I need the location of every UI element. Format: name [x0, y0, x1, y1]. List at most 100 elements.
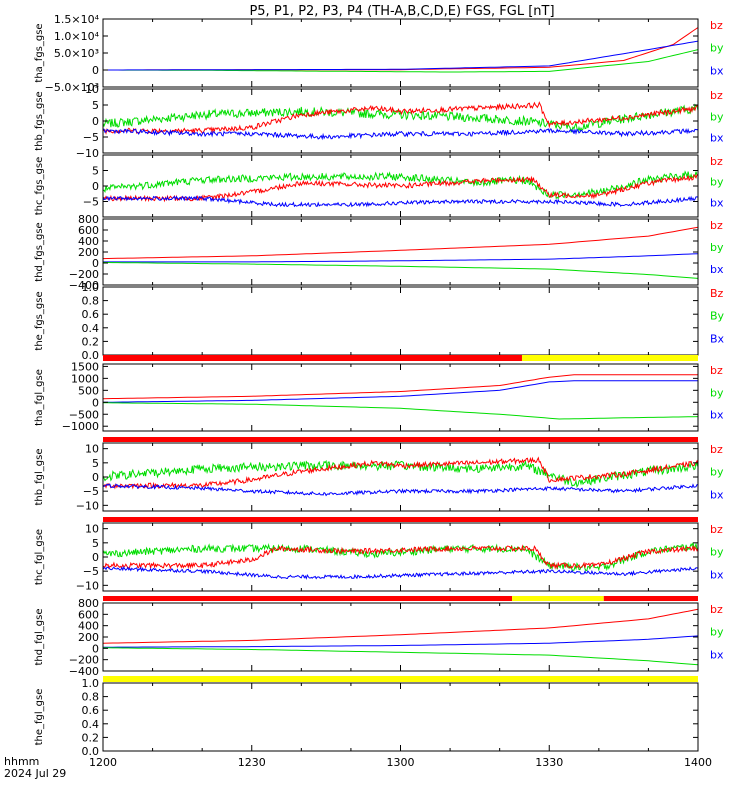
series-group	[103, 456, 698, 497]
y-tick-label: −500	[69, 408, 99, 421]
y-tick-label: 800	[78, 597, 99, 610]
legend-by: by	[710, 241, 724, 254]
legend-bx: bx	[710, 568, 724, 581]
legend-by: by	[710, 110, 724, 123]
series-line-bz	[103, 374, 698, 400]
y-tick-label: −5.0×10³	[45, 81, 99, 94]
legend-bx: bx	[710, 648, 724, 661]
legend-by: by	[710, 176, 724, 189]
y-tick-label: 1000	[71, 372, 99, 385]
y-tick-label: 10	[85, 83, 99, 96]
legend-bz: bz	[710, 19, 723, 32]
mode-bar	[103, 355, 698, 361]
panel-frame	[102, 602, 699, 672]
y-tick-label: 5.0×10³	[54, 47, 99, 60]
y-tick-label: 0.8	[82, 295, 100, 308]
legend-By: By	[710, 310, 725, 323]
y-tick-label: 0.8	[82, 691, 100, 704]
y-axis-label: thb_fgl_gse	[34, 449, 45, 506]
y-tick-label: 0	[92, 471, 99, 484]
panel-frame	[102, 522, 699, 592]
legend-bx: bx	[710, 263, 724, 276]
y-axis-label: thd_fgl_gse	[34, 609, 45, 666]
y-tick-label: −10	[76, 147, 99, 160]
x-tick-label: 1230	[238, 756, 266, 769]
y-tick-label: 600	[78, 608, 99, 621]
series-line-bz	[103, 27, 698, 71]
y-axis-label: thd_fgs_gse	[34, 222, 45, 281]
y-tick-label: 0.0	[82, 745, 100, 758]
y-tick-label: 0	[92, 642, 99, 655]
panel-thc_fgs_gse: 5 0 −5 thc_fgs_gse bz by bx	[34, 154, 724, 218]
panel-the_fgs_gse: 1.00.80.60.40.20.0 the_fgs_gse Bz By Bx	[34, 281, 725, 362]
legend-by: by	[710, 386, 724, 399]
x-axis: 1200 1230 1300 1330 1400	[89, 756, 712, 769]
y-tick-label: −5	[83, 131, 99, 144]
panel-frame	[102, 682, 699, 752]
y-axis-label: thb_fgs_gse	[34, 91, 45, 150]
legend-bz: bz	[710, 364, 723, 377]
x-tick-label: 1200	[89, 756, 117, 769]
y-tick-label: 5	[92, 99, 99, 112]
y-tick-label: 600	[78, 224, 99, 237]
legend-by: by	[710, 42, 724, 55]
mode-bar	[103, 437, 698, 442]
y-tick-label: 0.6	[82, 704, 100, 717]
legend-bz: bz	[710, 155, 723, 168]
y-axis-label: the_fgs_gse	[34, 291, 45, 350]
y-tick-label: 5	[92, 165, 99, 178]
series-line-bx	[103, 195, 698, 208]
mode-bar-segment-yellow	[521, 355, 698, 361]
y-tick-label: −5	[83, 565, 99, 578]
series-line-by	[103, 647, 698, 666]
legend-bx: bx	[710, 132, 724, 145]
x-tick-label: 1330	[535, 756, 563, 769]
y-tick-label: 0	[92, 257, 99, 270]
legend-bx: bx	[710, 64, 724, 77]
x-tick-label: 1400	[684, 756, 712, 769]
y-tick-label: 200	[78, 631, 99, 644]
panel-frame	[102, 218, 699, 286]
y-tick-label: 0.4	[82, 322, 100, 335]
series-group	[103, 27, 698, 73]
legend-bx: bx	[710, 409, 724, 422]
y-tick-label: 400	[78, 620, 99, 633]
legend-bx: bx	[710, 488, 724, 501]
series-line-by	[103, 402, 698, 420]
y-tick-label: 0.2	[82, 731, 100, 744]
mode-bar-segment-red	[103, 596, 513, 601]
panel-frame	[102, 286, 699, 356]
series-group	[103, 170, 698, 208]
y-tick-label: 1.0	[82, 677, 100, 690]
series-line-by	[103, 261, 698, 279]
series-group	[103, 542, 698, 580]
series-line-bx	[103, 483, 698, 497]
y-tick-label: 0	[92, 115, 99, 128]
y-tick-label: 0	[92, 396, 99, 409]
panels-group: 1.5×10⁴ 1.0×10⁴ 5.0×10³ 0 −5.0×10³tha_fgs_gs…	[34, 13, 725, 758]
y-tick-label: 200	[78, 246, 99, 259]
y-tick-label: 0.6	[82, 308, 100, 321]
mode-bar-segment-red	[103, 355, 522, 361]
series-line-by	[103, 170, 698, 200]
series-line-bx	[103, 253, 698, 263]
series-line-by	[103, 459, 698, 489]
y-tick-label: 500	[78, 384, 99, 397]
series-line-bz	[103, 101, 698, 136]
legend-Bz: Bz	[710, 287, 724, 300]
series-line-by	[103, 542, 698, 572]
y-tick-label: 0.4	[82, 718, 100, 731]
y-tick-label: −10	[76, 579, 99, 592]
y-tick-label: 1.0×10⁴	[54, 30, 100, 43]
y-axis-label: thc_fgl_gse	[34, 529, 45, 585]
mode-bar	[103, 676, 698, 682]
series-group	[103, 101, 698, 141]
mode-bar-segment-red	[603, 596, 698, 601]
series-line-bz	[103, 174, 698, 203]
footer-hhmm: hhmm	[4, 755, 39, 768]
y-axis-label: tha_fgs_gse	[34, 23, 45, 82]
